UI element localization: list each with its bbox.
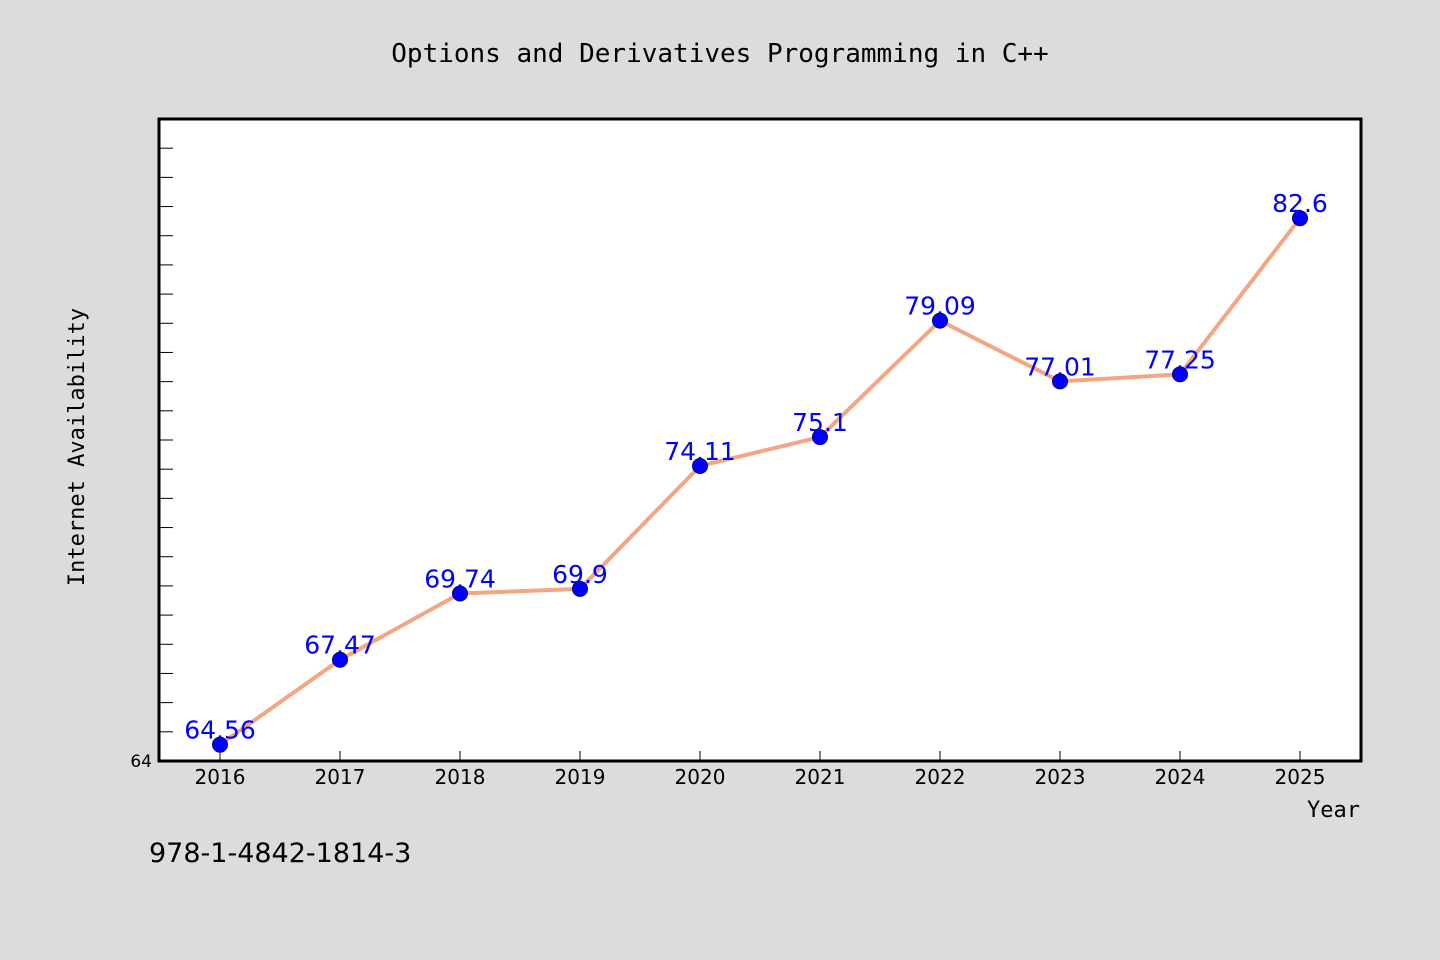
x-axis-ticks <box>219 751 1301 761</box>
x-tick-label: 2025 <box>1275 765 1326 789</box>
data-point <box>332 651 348 668</box>
data-point <box>1052 373 1068 390</box>
series-line <box>218 216 1302 747</box>
data-point <box>1172 366 1188 383</box>
isbn-annotation: 978-1-4842-1814-3 <box>149 838 411 869</box>
y-axis-label: Internet Availability <box>65 308 90 586</box>
data-label: 67.47 <box>304 631 376 660</box>
x-tick-label: 2020 <box>675 765 726 789</box>
x-tick-label: 2018 <box>435 765 486 789</box>
chart-title: Options and Derivatives Programming in C… <box>391 39 1048 69</box>
data-label: 74.11 <box>664 437 736 466</box>
series-line-group <box>218 216 1302 747</box>
x-tick-label: 2021 <box>795 765 846 789</box>
data-label: 77.01 <box>1024 352 1096 381</box>
data-point <box>692 457 708 474</box>
data-label: 69.74 <box>424 564 496 593</box>
x-tick-labels: 2016 2017 2018 2019 2020 2021 2022 2023 2024 2025 <box>195 765 1326 789</box>
x-tick-label: 2019 <box>555 765 606 789</box>
data-point <box>452 585 468 602</box>
data-point <box>812 429 828 446</box>
data-point <box>932 312 948 329</box>
x-tick-label: 2023 <box>1035 765 1086 789</box>
y-tick-label-min: 64 <box>130 752 152 772</box>
series-markers <box>212 210 1308 753</box>
x-tick-label: 2016 <box>195 765 246 789</box>
data-label: 77.25 <box>1144 345 1216 374</box>
data-label: 82.6 <box>1272 189 1328 218</box>
y-axis-ticks <box>159 147 173 733</box>
data-label: 75.1 <box>792 408 848 437</box>
data-label: 79.09 <box>904 292 976 321</box>
data-point <box>212 736 228 753</box>
data-point <box>1292 210 1308 227</box>
x-axis-label: Year <box>1307 798 1360 823</box>
x-tick-label: 2017 <box>315 765 366 789</box>
data-labels: 64.56 67.47 69.74 69.9 74.11 75.1 79.09 77.01 77… <box>184 189 1328 744</box>
data-label: 64.56 <box>184 716 256 745</box>
x-tick-label: 2024 <box>1155 765 1206 789</box>
x-tick-label: 2022 <box>915 765 966 789</box>
plot-area <box>157 117 1363 763</box>
data-label: 69.9 <box>552 560 608 589</box>
data-point <box>572 580 588 597</box>
